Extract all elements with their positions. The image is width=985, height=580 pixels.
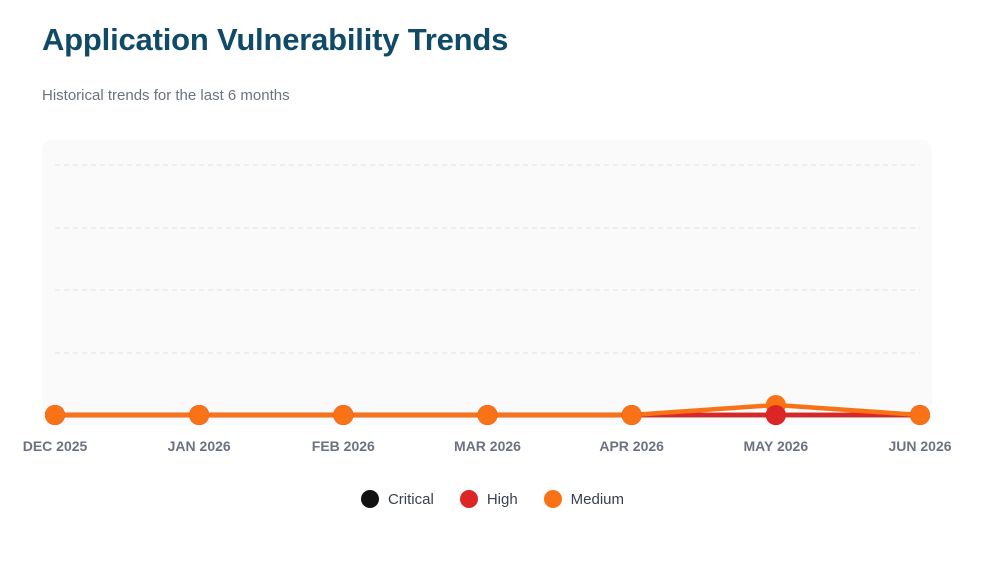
x-tick-label: APR 2026 <box>599 438 664 454</box>
x-tick-label: JAN 2026 <box>168 438 231 454</box>
x-tick-label: MAY 2026 <box>744 438 809 454</box>
legend-swatch-high <box>459 490 478 508</box>
data-point-medium[interactable] <box>333 405 354 425</box>
x-tick-label: DEC 2025 <box>23 438 88 454</box>
legend-label-medium: Medium <box>570 490 625 508</box>
data-point-medium[interactable] <box>45 405 65 425</box>
legend-label-high: High <box>486 490 518 508</box>
legend-swatch-critical <box>360 490 379 508</box>
data-point-medium[interactable] <box>910 405 930 425</box>
page-subtitle: Historical trends for the last 6 months <box>42 87 290 104</box>
data-point-medium[interactable] <box>189 405 210 425</box>
plot-background <box>42 140 932 425</box>
x-tick-label: MAR 2026 <box>454 438 521 454</box>
data-point-medium[interactable] <box>621 405 642 425</box>
page-title: Application Vulnerability Trends <box>42 22 509 57</box>
legend-label-critical: Critical <box>387 490 434 508</box>
x-tick-label: JUN 2026 <box>888 438 951 454</box>
legend-item-medium[interactable]: Medium <box>543 490 625 508</box>
chart-legend: Critical High Medium <box>0 490 985 508</box>
legend-item-high[interactable]: High <box>459 490 518 508</box>
x-tick-label: FEB 2026 <box>312 438 375 454</box>
data-point-medium[interactable] <box>477 405 498 425</box>
legend-item-critical[interactable]: Critical <box>360 490 434 508</box>
data-point-high-visible[interactable] <box>765 405 786 425</box>
legend-swatch-medium <box>543 490 562 508</box>
